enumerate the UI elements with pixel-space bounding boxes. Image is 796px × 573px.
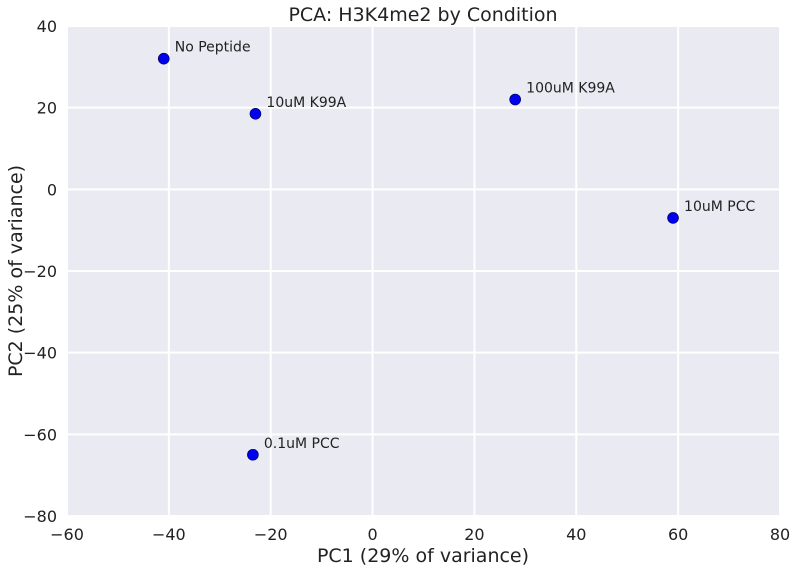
y-tick-labels: −80 −60 −40 −20 0 20 40 [23,17,57,526]
data-point [509,93,521,106]
y-tick-label: 40 [37,17,57,36]
point-label: 100uM K99A [526,81,615,97]
point-labels: No Peptide 10uM K99A 100uM K99A 10uM PCC 0.1… [175,40,756,452]
x-tick-label: 80 [770,525,790,544]
y-tick-label: −40 [23,344,57,363]
y-tick-label: 20 [37,99,57,118]
y-tick-label: −20 [23,262,57,281]
x-tick-label: −20 [254,525,288,544]
x-axis-title: PC1 (29% of variance) [317,545,529,567]
y-tick-label: −60 [23,425,57,444]
x-tick-label: −60 [50,525,84,544]
point-label: 10uM K99A [266,95,346,111]
data-points [157,52,679,461]
grid [66,25,781,517]
data-point [667,212,679,224]
x-tick-label: 60 [668,525,688,544]
x-tick-labels: −60 −40 −20 0 20 40 60 80 [50,525,790,544]
point-label: 10uM PCC [684,199,755,215]
chart-title: PCA: H3K4me2 by Condition [288,4,557,26]
data-point [157,52,170,65]
point-label: No Peptide [175,40,251,56]
x-tick-label: −40 [152,525,186,544]
x-tick-label: 0 [367,525,377,544]
x-tick-label: 40 [566,525,586,544]
x-tick-label: 20 [464,525,484,544]
y-tick-label: −80 [23,507,57,526]
y-tick-label: 0 [47,180,57,199]
y-axis-title: PC2 (25% of variance) [5,165,27,377]
data-point [247,448,259,461]
point-label: 0.1uM PCC [264,436,340,452]
data-point [249,107,262,120]
